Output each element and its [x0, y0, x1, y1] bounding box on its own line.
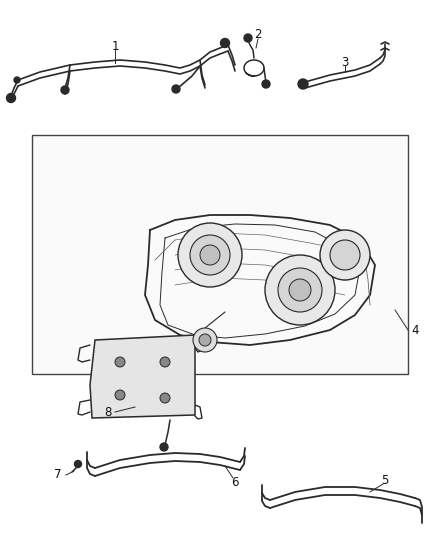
Text: 8: 8 — [104, 406, 112, 418]
Circle shape — [193, 328, 217, 352]
Circle shape — [74, 461, 81, 467]
Circle shape — [14, 77, 20, 83]
Circle shape — [199, 334, 211, 346]
Text: 6: 6 — [231, 475, 239, 489]
Circle shape — [178, 223, 242, 287]
Text: 2: 2 — [254, 28, 262, 42]
Text: 5: 5 — [381, 473, 389, 487]
Polygon shape — [90, 335, 195, 418]
Circle shape — [160, 357, 170, 367]
Text: 1: 1 — [111, 39, 119, 52]
Circle shape — [262, 80, 270, 88]
Circle shape — [220, 38, 230, 47]
Circle shape — [244, 34, 252, 42]
Circle shape — [172, 85, 180, 93]
Text: 7: 7 — [54, 469, 62, 481]
Circle shape — [265, 255, 335, 325]
Circle shape — [320, 230, 370, 280]
Bar — [32, 135, 408, 374]
Circle shape — [115, 357, 125, 367]
Text: 4: 4 — [411, 324, 419, 336]
Circle shape — [61, 86, 69, 94]
Circle shape — [298, 79, 308, 89]
Circle shape — [190, 235, 230, 275]
Circle shape — [160, 443, 168, 451]
Circle shape — [278, 268, 322, 312]
Circle shape — [115, 390, 125, 400]
Circle shape — [7, 93, 15, 102]
Circle shape — [289, 279, 311, 301]
Circle shape — [330, 240, 360, 270]
Text: 3: 3 — [341, 55, 349, 69]
Circle shape — [200, 245, 220, 265]
Circle shape — [160, 393, 170, 403]
